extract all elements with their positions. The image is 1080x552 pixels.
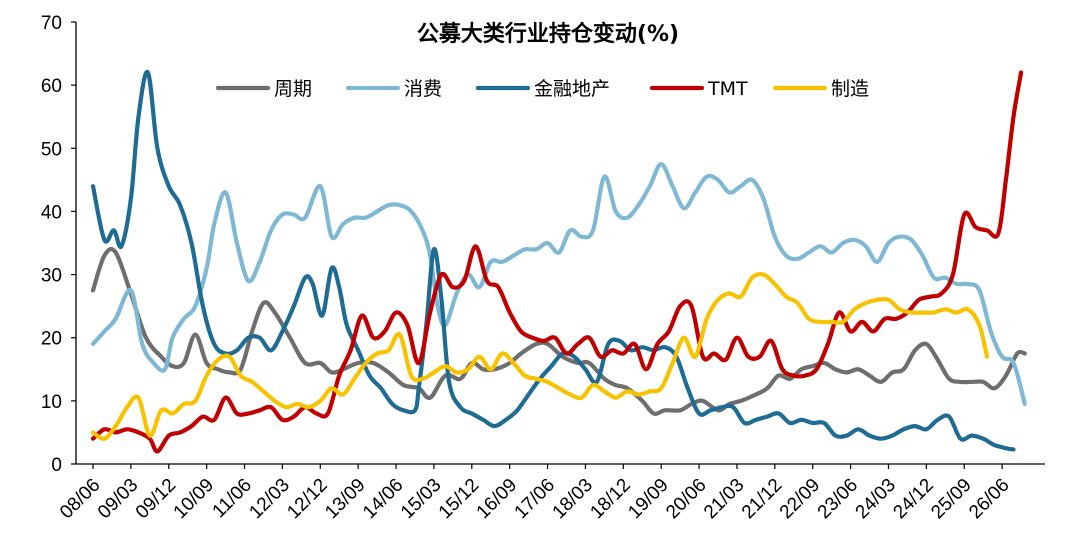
x-tick-label: 13/09 bbox=[321, 475, 369, 523]
x-tick-label: 23/06 bbox=[814, 475, 862, 523]
x-tick-label: 24/12 bbox=[889, 475, 937, 523]
x-tick-label: 24/03 bbox=[852, 475, 900, 523]
axes bbox=[75, 22, 1045, 465]
x-tick-label: 21/12 bbox=[738, 475, 786, 523]
x-tick-label: 14/06 bbox=[359, 475, 407, 523]
x-tick-label: 26/06 bbox=[965, 475, 1013, 523]
series-layer bbox=[90, 69, 1027, 454]
series-line-tmt bbox=[90, 70, 1024, 454]
legend: 周期 消费 金融地产 TMT 制造 bbox=[215, 78, 869, 100]
x-tick-label: 25/09 bbox=[927, 475, 975, 523]
x-tick-label: 21/03 bbox=[700, 475, 748, 523]
x-tick-label: 12/12 bbox=[283, 475, 331, 523]
x-tick-label: 09/03 bbox=[94, 475, 142, 523]
x-tick-label: 11/06 bbox=[209, 475, 256, 522]
x-tick-label: 15/03 bbox=[397, 475, 445, 523]
y-tick-label: 10 bbox=[41, 392, 62, 413]
x-tick-label: 12/03 bbox=[245, 475, 293, 523]
y-tick-label: 30 bbox=[41, 266, 62, 287]
legend-label: 消费 bbox=[404, 78, 442, 100]
y-tick-label: 60 bbox=[41, 76, 62, 97]
y-tick-label: 70 bbox=[41, 13, 62, 34]
y-tick-label: 50 bbox=[41, 139, 62, 160]
series-line-consumption bbox=[90, 162, 1027, 407]
y-ticks: 0 10 20 30 40 50 60 70 bbox=[41, 13, 76, 476]
x-tick-label: 10/09 bbox=[170, 475, 218, 523]
x-tick-label: 18/03 bbox=[549, 475, 597, 523]
y-tick-label: 40 bbox=[41, 202, 62, 223]
legend-label: 金融地产 bbox=[534, 78, 610, 100]
x-tick-label: 20/06 bbox=[662, 475, 710, 523]
x-tick-label: 16/09 bbox=[473, 475, 521, 523]
x-ticks: 08/0609/0309/1210/0911/0612/0312/1213/09… bbox=[56, 464, 1014, 523]
chart-title: 公募大类行业持仓变动(%) bbox=[417, 21, 679, 47]
series-line-cycle bbox=[90, 246, 1027, 416]
x-tick-label: 18/12 bbox=[586, 475, 634, 523]
x-tick-label: 08/06 bbox=[56, 475, 104, 523]
legend-label: TMT bbox=[707, 78, 748, 100]
series-line-finance-realestate bbox=[90, 69, 1016, 452]
y-tick-label: 0 bbox=[51, 455, 62, 476]
x-tick-label: 19/09 bbox=[624, 475, 672, 523]
legend-label: 制造 bbox=[831, 78, 869, 100]
legend-label: 周期 bbox=[274, 78, 312, 100]
x-tick-label: 15/12 bbox=[435, 475, 483, 523]
x-tick-label: 17/06 bbox=[511, 475, 559, 523]
x-tick-label: 09/12 bbox=[132, 475, 180, 523]
y-tick-label: 20 bbox=[41, 329, 62, 350]
x-tick-label: 22/09 bbox=[776, 475, 824, 523]
series-line-manufacturing bbox=[90, 272, 990, 441]
